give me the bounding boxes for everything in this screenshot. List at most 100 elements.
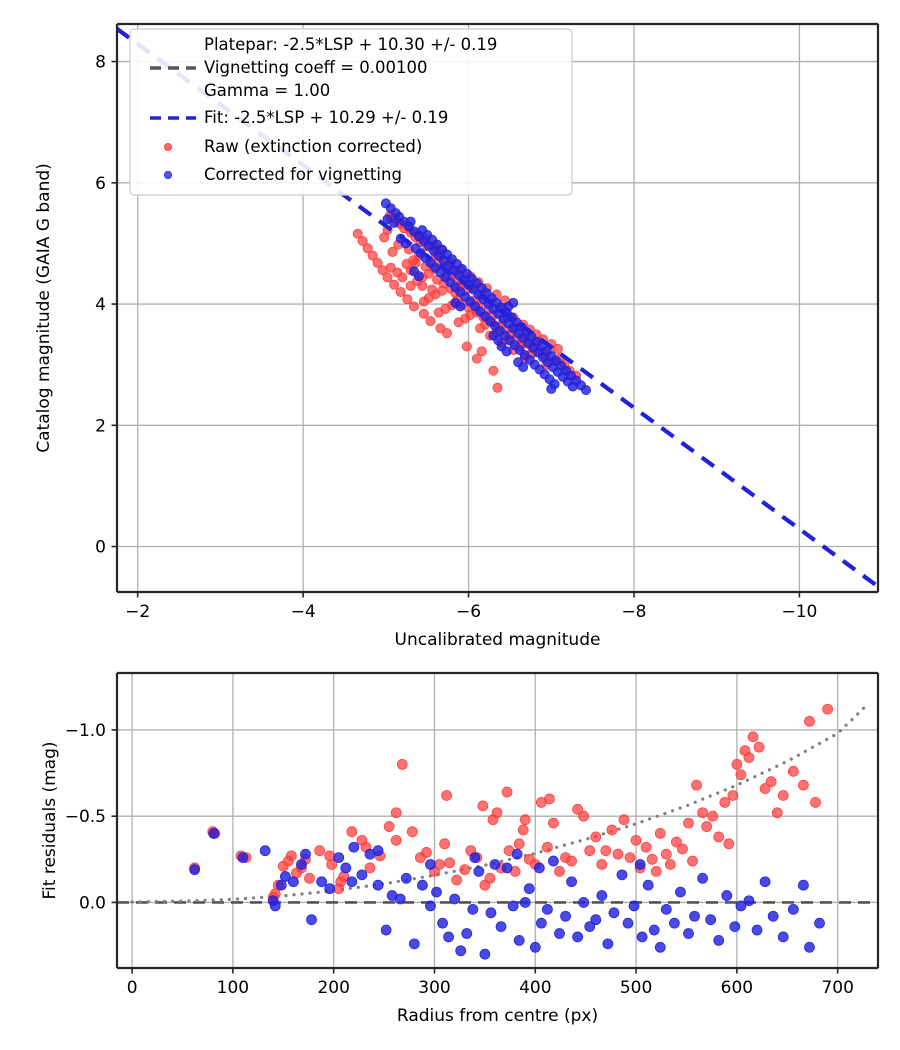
data-point — [683, 928, 694, 939]
x-tick-label: 300 — [418, 978, 450, 998]
data-point — [471, 353, 482, 364]
data-point — [578, 897, 590, 908]
data-point — [572, 803, 584, 815]
data-point — [380, 198, 391, 209]
data-point — [646, 853, 658, 865]
data-point — [451, 874, 463, 886]
data-point — [771, 807, 783, 819]
data-point — [735, 900, 747, 912]
data-point — [382, 272, 393, 283]
data-point — [408, 301, 419, 312]
data-point — [479, 948, 491, 960]
data-point — [606, 824, 618, 836]
data-point — [511, 848, 523, 860]
data-point — [237, 852, 249, 863]
data-point — [517, 824, 529, 836]
data-point — [352, 228, 363, 239]
data-point — [640, 841, 652, 853]
legend-frame — [129, 28, 573, 196]
data-point — [372, 879, 384, 891]
data-point — [477, 800, 489, 812]
data-point — [476, 346, 487, 357]
fit-residuals-ylabel: Fit residuals (mag) — [40, 742, 60, 900]
data-point — [630, 834, 642, 846]
data-point — [572, 931, 584, 943]
data-point — [408, 938, 420, 950]
data-point — [596, 890, 608, 901]
data-point — [566, 876, 577, 888]
x-tick-label: −6 — [456, 602, 481, 622]
data-point — [326, 859, 338, 870]
data-point — [687, 855, 698, 867]
data-point — [434, 859, 445, 870]
data-point — [372, 257, 383, 268]
data-point — [259, 845, 271, 857]
data-point — [395, 286, 406, 297]
legend-label: Platepar: -2.5*LSP + 10.30 +/- 0.19 — [204, 35, 497, 54]
data-point — [622, 917, 634, 929]
data-point — [348, 841, 360, 853]
data-point — [697, 807, 709, 819]
data-point — [385, 262, 396, 273]
data-point — [541, 903, 553, 915]
x-tick-label: 700 — [821, 978, 853, 998]
data-point — [713, 935, 725, 946]
legend-label: Vignetting coeff = 0.00100 — [204, 58, 428, 77]
data-point — [433, 307, 444, 318]
data-point — [584, 845, 596, 857]
legend-entry: Raw (extinction corrected) — [163, 137, 422, 156]
data-point — [552, 343, 563, 354]
data-point — [729, 921, 741, 932]
data-point — [608, 907, 620, 919]
magnitude-calibration-ylabel: Catalog magnitude (GAIA G band) — [34, 163, 54, 453]
data-point — [648, 924, 660, 936]
data-point — [743, 895, 755, 907]
data-point — [501, 862, 513, 874]
data-point — [450, 297, 461, 308]
legend-marker-raw-dot — [163, 142, 172, 151]
data-point — [427, 284, 438, 295]
x-tick-label: −8 — [621, 602, 646, 622]
y-tick-label: 0.0 — [79, 893, 106, 913]
legend-label: Corrected for vignetting — [204, 165, 402, 184]
data-point — [544, 793, 555, 805]
data-point — [519, 814, 531, 826]
data-point — [304, 872, 315, 884]
data-point — [275, 879, 287, 891]
data-point — [804, 715, 815, 727]
data-point — [439, 838, 450, 850]
data-point — [469, 852, 481, 863]
series-corrected — [189, 828, 825, 960]
data-point — [316, 876, 328, 888]
data-point — [518, 362, 529, 373]
data-point — [566, 855, 577, 867]
legend: Platepar: -2.5*LSP + 10.30 +/- 0.19 Vigne… — [129, 28, 573, 196]
data-point — [636, 931, 648, 943]
data-point — [405, 280, 416, 291]
data-point — [650, 865, 662, 877]
legend-entry: Corrected for vignetting — [163, 165, 402, 184]
data-point — [501, 346, 512, 357]
data-point — [389, 279, 400, 290]
data-point — [683, 817, 694, 829]
data-point — [612, 848, 624, 860]
data-point — [668, 917, 680, 929]
data-point — [618, 814, 630, 826]
data-point — [435, 323, 446, 334]
data-point — [508, 297, 519, 308]
data-point — [554, 928, 565, 939]
data-point — [390, 807, 402, 819]
data-point — [333, 852, 345, 863]
data-point — [367, 250, 378, 261]
data-point — [484, 872, 496, 884]
data-point — [489, 859, 501, 870]
legend-marker-corrected-dot — [163, 170, 172, 179]
data-point — [346, 826, 358, 838]
data-point — [660, 903, 672, 915]
data-point — [798, 779, 809, 791]
data-point — [671, 836, 682, 848]
data-point — [418, 308, 429, 319]
data-point — [340, 862, 352, 874]
data-point — [431, 886, 442, 898]
data-point — [513, 935, 525, 946]
